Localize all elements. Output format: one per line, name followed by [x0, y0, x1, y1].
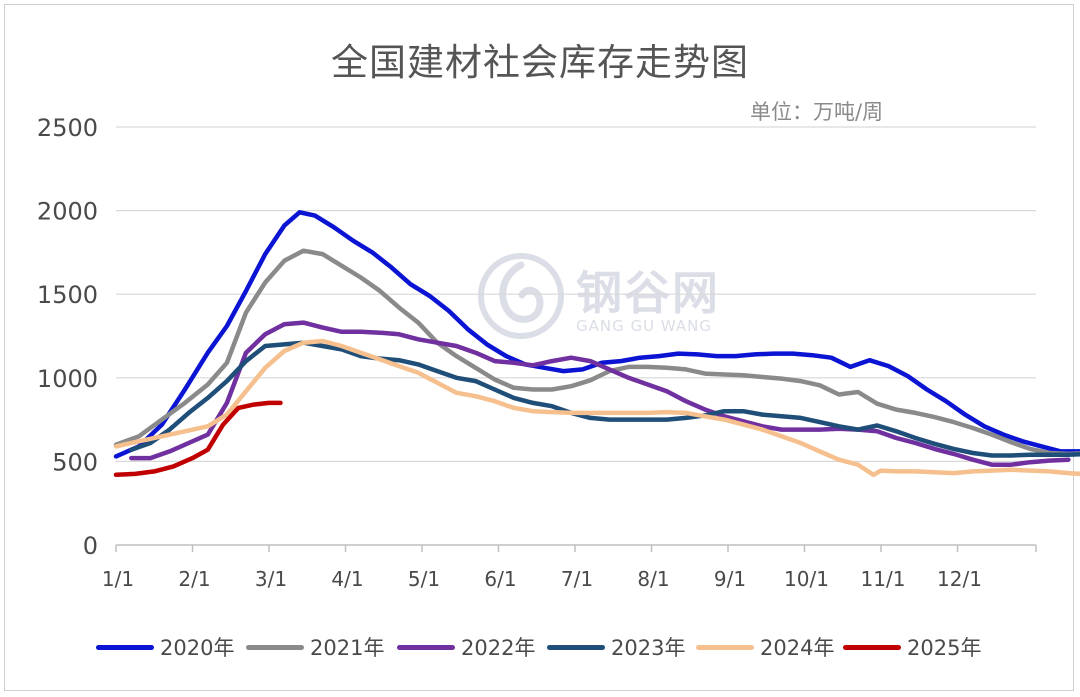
watermark-logo-icon — [478, 253, 564, 339]
legend-label: 2021年 — [310, 636, 385, 660]
chart-frame — [4, 4, 1074, 691]
legend-swatch — [696, 644, 754, 650]
unit-label: 单位：万吨/周 — [750, 100, 884, 124]
x-tick-label: 4/1 — [331, 567, 363, 591]
y-tick-label: 1500 — [37, 281, 98, 309]
legend-label: 2023年 — [611, 636, 686, 660]
legend-item: 2023年 — [547, 630, 685, 664]
legend-label: 2020年 — [160, 636, 235, 660]
series-line-2024年 — [113, 338, 1080, 478]
series-line-2020年 — [113, 210, 1080, 459]
x-tick-label: 5/1 — [408, 567, 440, 591]
x-tick-label: 2/1 — [178, 567, 210, 591]
x-tick-label: 6/1 — [484, 567, 516, 591]
legend-label: 2024年 — [760, 636, 835, 660]
legend-item: 2022年 — [397, 630, 535, 664]
legend-item: 2025年 — [843, 630, 981, 664]
y-tick-label: 1000 — [37, 365, 98, 393]
x-tick-label: 11/1 — [861, 567, 906, 591]
legend-item: 2024年 — [696, 630, 834, 664]
legend-label: 2025年 — [907, 636, 982, 660]
legend-swatch — [397, 644, 455, 650]
legend-swatch — [96, 644, 154, 650]
legend-item: 2021年 — [246, 630, 384, 664]
series-line-2025年 — [113, 400, 283, 478]
x-tick-label: 7/1 — [561, 567, 593, 591]
watermark-en: GANG GU WANG — [576, 317, 712, 335]
x-tick-label: 10/1 — [784, 567, 829, 591]
x-tick-label: 12/1 — [937, 567, 982, 591]
legend-swatch — [246, 644, 304, 650]
y-tick-label: 500 — [52, 448, 98, 476]
legend-swatch — [843, 644, 901, 650]
x-tick-label: 9/1 — [714, 567, 746, 591]
chart-title: 全国建材社会库存走势图 — [331, 41, 749, 84]
legend-swatch — [547, 644, 605, 650]
x-tick-label: 3/1 — [255, 567, 287, 591]
y-tick-label: 0 — [83, 532, 98, 560]
chart-legend: 2020年 2021年 2022年 2023年 2024年 2025年 — [0, 630, 1080, 664]
series-line-2023年 — [129, 340, 1080, 458]
legend-item: 2020年 — [96, 630, 234, 664]
y-tick-label: 2000 — [37, 198, 98, 226]
y-tick-label: 2500 — [37, 114, 98, 142]
legend-label: 2022年 — [461, 636, 536, 660]
x-tick-label: 1/1 — [102, 567, 134, 591]
watermark-cn: 钢谷网 — [576, 266, 720, 320]
series-line-2022年 — [129, 320, 1071, 467]
x-tick-label: 8/1 — [637, 567, 669, 591]
